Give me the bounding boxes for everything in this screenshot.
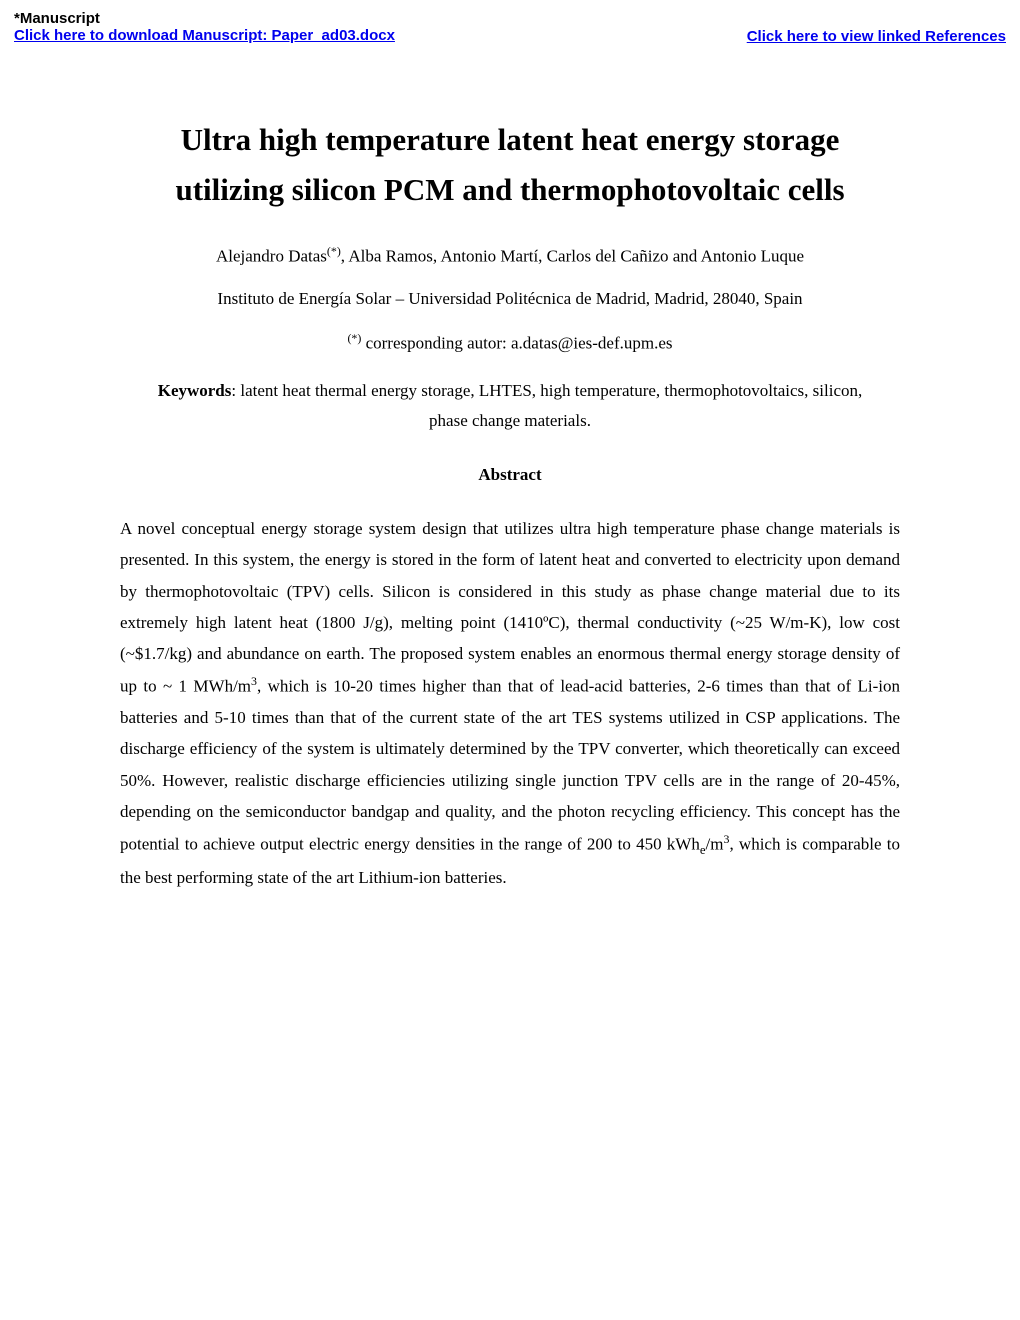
page-content: Ultra high temperature latent heat energ…	[0, 45, 1020, 894]
affiliation-rest: de Energía Solar – Universidad Politécni…	[274, 289, 802, 308]
corresponding-author-line: (*) corresponding autor: a.datas@ies-def…	[120, 331, 900, 354]
header-left: *Manuscript Click here to download Manus…	[14, 10, 395, 44]
view-references-link[interactable]: Click here to view linked References	[747, 28, 1006, 45]
abstract-seg-b: , which is 10-20 times higher than that …	[120, 677, 900, 854]
abstract-seg-a: A novel conceptual energy storage system…	[120, 519, 900, 696]
keywords-label: Keywords	[158, 381, 232, 400]
abstract-text: A novel conceptual energy storage system…	[120, 513, 900, 894]
corresponding-mark: (*)	[347, 331, 361, 345]
keywords-text: : latent heat thermal energy storage, LH…	[231, 381, 862, 431]
paper-title: Ultra high temperature latent heat energ…	[120, 115, 900, 214]
download-manuscript-link[interactable]: Click here to download Manuscript: Paper…	[14, 27, 395, 44]
affiliation-line: Instituto de Energía Solar – Universidad…	[120, 289, 900, 309]
affiliation-prefix: Instituto	[217, 289, 274, 308]
first-author: Alejandro Datas	[216, 247, 327, 266]
header-bar: *Manuscript Click here to download Manus…	[0, 0, 1020, 45]
title-line-1: Ultra high temperature latent heat energ…	[181, 122, 840, 157]
authors-line: Alejandro Datas(*), Alba Ramos, Antonio …	[120, 244, 900, 267]
author-mark: (*)	[327, 244, 341, 258]
manuscript-label: *Manuscript	[14, 10, 395, 27]
coauthors: , Alba Ramos, Antonio Martí, Carlos del …	[341, 247, 804, 266]
title-line-2: utilizing silicon PCM and thermophotovol…	[175, 172, 844, 207]
abstract-heading: Abstract	[120, 465, 900, 485]
keywords-block: Keywords: latent heat thermal energy sto…	[140, 376, 880, 437]
abstract-seg-c: /m	[706, 834, 724, 853]
corresponding-text: corresponding autor: a.datas@ies-def.upm…	[361, 334, 672, 353]
